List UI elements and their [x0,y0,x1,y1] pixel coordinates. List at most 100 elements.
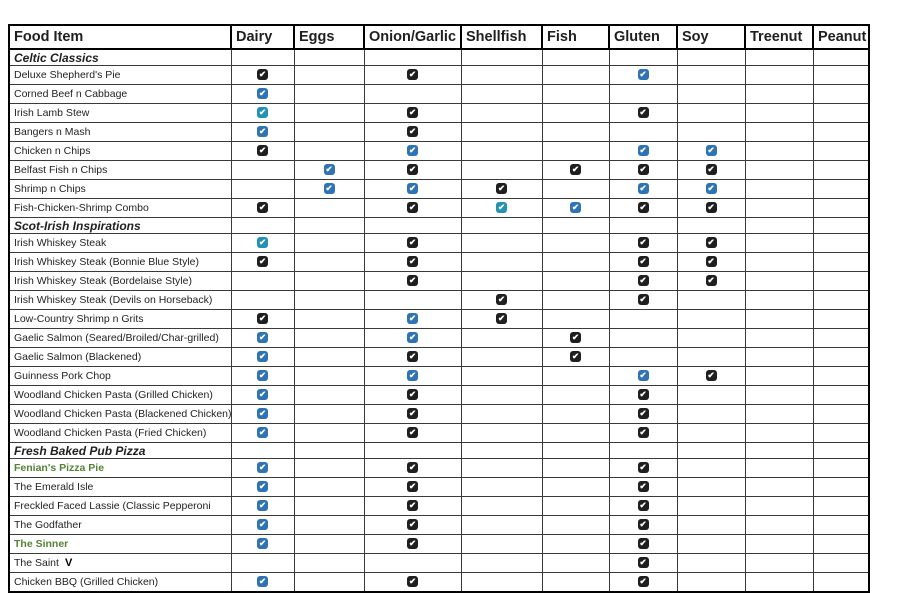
empty-cell [230,442,295,459]
checkbox-dairy-checked[interactable]: ✔ [257,351,268,363]
checkbox-dairy-checked[interactable]: ✔ [257,500,268,512]
checkbox-onion_garlic-checked[interactable]: ✔ [407,183,418,195]
checkbox-gluten-checked[interactable]: ✔ [637,462,649,474]
checkbox-gluten-checked[interactable]: ✔ [637,370,649,382]
food-item-label: Shrimp n Chips [14,183,86,195]
checkbox-dairy-checked[interactable]: ✔ [257,332,268,344]
cell-gluten: ✔ [608,103,678,123]
checkbox-gluten-checked[interactable]: ✔ [637,202,649,214]
checkbox-dairy-checked[interactable]: ✔ [257,462,268,474]
checkbox-soy-checked[interactable]: ✔ [705,145,717,157]
checkbox-gluten-checked[interactable]: ✔ [637,107,649,119]
checkbox-eggs-checked[interactable]: ✔ [323,183,335,195]
checkbox-soy-checked[interactable]: ✔ [705,275,717,287]
checkbox-gluten-checked[interactable]: ✔ [637,519,649,531]
checkbox-soy-checked[interactable]: ✔ [705,183,717,195]
checkbox-fish-checked[interactable]: ✔ [570,351,581,363]
checkbox-dairy-checked[interactable]: ✔ [257,538,268,550]
checkbox-onion_garlic-checked[interactable]: ✔ [407,275,418,287]
empty-cell [812,534,870,554]
empty-cell [293,366,365,386]
checkbox-fish-checked[interactable]: ✔ [570,164,581,176]
checkbox-gluten-checked[interactable]: ✔ [637,275,649,287]
checkbox-dairy-checked[interactable]: ✔ [257,313,268,325]
checkbox-shellfish-checked[interactable]: ✔ [496,313,507,325]
checkbox-onion_garlic-checked[interactable]: ✔ [407,202,418,214]
empty-cell [608,328,678,348]
checkbox-onion_garlic-checked[interactable]: ✔ [407,351,418,363]
checkbox-onion_garlic-checked[interactable]: ✔ [407,427,418,439]
checkbox-onion_garlic-checked[interactable]: ✔ [407,237,418,249]
checkbox-dairy-checked[interactable]: ✔ [257,389,268,401]
checkbox-dairy-checked[interactable]: ✔ [257,427,268,439]
checkbox-gluten-checked[interactable]: ✔ [637,538,649,550]
food-row: Gaelic Salmon (Blackened) ✔ ✔ ✔ [8,347,870,367]
column-header-shellfish: Shellfish [460,24,543,50]
checkbox-onion_garlic-checked[interactable]: ✔ [407,500,418,512]
checkbox-gluten-checked[interactable]: ✔ [637,557,649,569]
checkbox-gluten-checked[interactable]: ✔ [637,294,649,306]
cell-gluten: ✔ [608,534,678,554]
checkbox-soy-checked[interactable]: ✔ [705,370,717,382]
food-item-name: Irish Whiskey Steak (Devils on Horseback… [8,290,232,310]
checkbox-onion_garlic-checked[interactable]: ✔ [407,332,418,344]
checkbox-dairy-checked[interactable]: ✔ [257,408,268,420]
checkbox-fish-checked[interactable]: ✔ [570,332,581,344]
checkbox-onion_garlic-checked[interactable]: ✔ [407,389,418,401]
checkbox-soy-checked[interactable]: ✔ [705,256,717,268]
checkbox-dairy-checked[interactable]: ✔ [257,237,268,249]
checkbox-onion_garlic-checked[interactable]: ✔ [407,126,418,138]
checkbox-gluten-checked[interactable]: ✔ [637,183,649,195]
food-row: Chicken n Chips ✔ ✔ ✔ ✔ [8,141,870,161]
checkbox-eggs-checked[interactable]: ✔ [323,164,335,176]
checkbox-gluten-checked[interactable]: ✔ [637,164,649,176]
checkbox-dairy-checked[interactable]: ✔ [257,202,268,214]
checkbox-dairy-checked[interactable]: ✔ [257,576,268,588]
checkbox-onion_garlic-checked[interactable]: ✔ [407,576,418,588]
checkbox-dairy-checked[interactable]: ✔ [257,519,268,531]
checkbox-onion_garlic-checked[interactable]: ✔ [407,538,418,550]
checkbox-gluten-checked[interactable]: ✔ [637,500,649,512]
checkbox-onion_garlic-checked[interactable]: ✔ [407,519,418,531]
checkbox-onion_garlic-checked[interactable]: ✔ [407,481,418,493]
checkbox-dairy-checked[interactable]: ✔ [257,69,268,81]
cell-gluten: ✔ [608,458,678,478]
checkbox-gluten-checked[interactable]: ✔ [637,145,649,157]
checkbox-shellfish-checked[interactable]: ✔ [496,202,507,214]
checkbox-onion_garlic-checked[interactable]: ✔ [407,107,418,119]
checkbox-gluten-checked[interactable]: ✔ [637,237,649,249]
checkbox-onion_garlic-checked[interactable]: ✔ [407,69,418,81]
checkbox-soy-checked[interactable]: ✔ [705,237,717,249]
cell-dairy: ✔ [230,65,295,85]
checkbox-dairy-checked[interactable]: ✔ [257,126,268,138]
checkbox-fish-checked[interactable]: ✔ [570,202,581,214]
checkbox-gluten-checked[interactable]: ✔ [637,481,649,493]
checkbox-gluten-checked[interactable]: ✔ [637,576,649,588]
checkbox-onion_garlic-checked[interactable]: ✔ [407,313,418,325]
checkbox-dairy-checked[interactable]: ✔ [257,145,268,157]
checkbox-onion_garlic-checked[interactable]: ✔ [407,256,418,268]
empty-cell [744,458,814,478]
checkbox-dairy-checked[interactable]: ✔ [257,107,268,119]
checkbox-gluten-checked[interactable]: ✔ [637,427,649,439]
checkbox-shellfish-checked[interactable]: ✔ [496,294,507,306]
checkbox-dairy-checked[interactable]: ✔ [257,481,268,493]
checkbox-onion_garlic-checked[interactable]: ✔ [407,462,418,474]
checkbox-gluten-checked[interactable]: ✔ [637,69,649,81]
empty-cell [676,84,746,104]
empty-cell [812,477,870,497]
empty-cell [812,290,870,310]
checkbox-shellfish-checked[interactable]: ✔ [496,183,507,195]
checkbox-dairy-checked[interactable]: ✔ [257,256,268,268]
checkbox-onion_garlic-checked[interactable]: ✔ [407,408,418,420]
checkbox-gluten-checked[interactable]: ✔ [637,256,649,268]
checkbox-onion_garlic-checked[interactable]: ✔ [407,164,418,176]
checkbox-gluten-checked[interactable]: ✔ [637,408,649,420]
checkbox-onion_garlic-checked[interactable]: ✔ [407,370,418,382]
checkbox-soy-checked[interactable]: ✔ [705,164,717,176]
checkbox-gluten-checked[interactable]: ✔ [637,389,649,401]
checkbox-dairy-checked[interactable]: ✔ [257,370,268,382]
checkbox-onion_garlic-checked[interactable]: ✔ [407,145,418,157]
checkbox-dairy-checked[interactable]: ✔ [257,88,268,100]
checkbox-soy-checked[interactable]: ✔ [705,202,717,214]
